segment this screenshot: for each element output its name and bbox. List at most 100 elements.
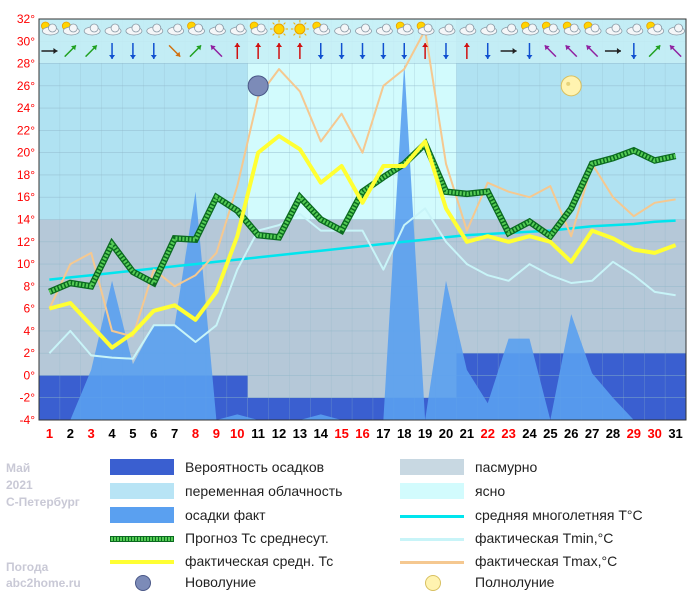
- x-tick-label: 21: [460, 426, 474, 441]
- sunny-icon: [270, 20, 289, 38]
- partly-cloudy-icon: [416, 21, 435, 36]
- legend-label-12: Полнолуние: [475, 574, 555, 590]
- y-tick-label: 8°: [24, 279, 36, 293]
- legend-label-3: переменная облачность: [185, 483, 343, 499]
- y-tick-label: -2°: [20, 391, 36, 405]
- y-tick-label: 24°: [17, 101, 35, 115]
- partly-cloudy-icon: [187, 21, 205, 36]
- x-tick-label: 9: [213, 426, 220, 441]
- partly-cloudy-icon: [61, 21, 80, 36]
- cloud-puff: [590, 23, 600, 33]
- wind-arrow-head: [422, 43, 429, 47]
- sun-icon: [294, 23, 306, 35]
- legend-swatch-7: [110, 536, 174, 542]
- cloud-puff: [465, 23, 475, 33]
- precip-fact-area: [49, 63, 676, 421]
- plot-frame: [38, 18, 687, 421]
- watermark-month: Май: [6, 461, 31, 475]
- wind-arrow-head: [401, 55, 408, 59]
- wind-arrow-head: [616, 48, 621, 54]
- wind-arrow-head: [526, 55, 533, 59]
- wind-arrow-head: [150, 55, 157, 59]
- legend-swatch-3: [110, 483, 174, 499]
- wind-arrow-head: [380, 55, 387, 59]
- x-tick-label: 31: [668, 426, 682, 441]
- overcast-icon: [459, 23, 477, 36]
- x-tick-label: 19: [418, 426, 432, 441]
- cloud-puff: [402, 23, 412, 33]
- x-tick-label: 17: [376, 426, 390, 441]
- overcast-icon: [375, 23, 393, 36]
- wind-arrow-head: [53, 48, 58, 54]
- partly-cloudy-icon: [41, 21, 59, 36]
- x-tick-label: 10: [230, 426, 244, 441]
- legend-label-9: фактическая средн. Тс: [185, 553, 334, 569]
- overcast-icon: [209, 23, 226, 36]
- x-tick-label: 24: [522, 426, 537, 441]
- cloud-puff: [194, 23, 203, 33]
- overcast-icon: [167, 23, 185, 36]
- cloud-puff: [48, 23, 57, 33]
- full-moon-crater: [566, 81, 571, 86]
- wind-arrow-head: [296, 43, 303, 47]
- sun-ray: [304, 22, 307, 25]
- partly-cloudy-icon: [646, 21, 665, 36]
- cloud-puff: [110, 23, 120, 33]
- partly-cloudy-icon: [562, 21, 581, 36]
- overcast-icon: [480, 23, 498, 36]
- legend-swatch-2: [400, 459, 464, 475]
- watermark-city: С-Петербург: [6, 495, 80, 509]
- wind-arrow-head: [317, 55, 324, 59]
- cloud-puff: [507, 23, 516, 33]
- x-tick-label: 16: [355, 426, 369, 441]
- x-tick-label: 30: [647, 426, 661, 441]
- wind-arrow-head: [210, 45, 216, 51]
- y-tick-label: 10°: [17, 257, 35, 271]
- legend-label-6: средняя многолетняя Т°С: [475, 507, 643, 523]
- x-tick-label: 8: [192, 426, 199, 441]
- sun-ray: [293, 33, 296, 36]
- full-moon-icon: [560, 75, 582, 97]
- cloud-puff: [611, 23, 621, 33]
- cloud-puff: [68, 23, 78, 33]
- full-moon-icon: [425, 575, 441, 591]
- x-tick-label: 23: [501, 426, 515, 441]
- wind-arrow-head: [338, 55, 345, 59]
- overcast-icon: [605, 23, 623, 36]
- y-tick-label: 0°: [24, 368, 36, 382]
- overcast-icon: [125, 23, 143, 36]
- overcast-icon: [334, 23, 352, 36]
- partly-cloudy-icon: [541, 21, 560, 36]
- cloud-puff: [548, 23, 558, 33]
- x-tick-label: 25: [543, 426, 557, 441]
- cloud-puff: [381, 23, 391, 33]
- wind-arrow-head: [565, 45, 571, 51]
- cloud-puff: [674, 23, 683, 33]
- overcast-icon: [229, 23, 247, 36]
- x-tick-label: 28: [606, 426, 620, 441]
- y-tick-label: 26°: [17, 79, 35, 93]
- weather-chart: 32°30°28°26°24°22°20°18°16°14°12°10°8°6°…: [17, 12, 687, 441]
- legend-label-8: фактическая Tmin,°C: [475, 530, 614, 546]
- y-tick-label: 30°: [17, 34, 35, 48]
- y-tick-label: 12°: [17, 235, 35, 249]
- legend-swatch-6: [400, 515, 464, 518]
- x-tick-label: 2: [67, 426, 74, 441]
- cloud-puff: [444, 23, 454, 33]
- new-moon-icon: [135, 575, 151, 591]
- partly-cloudy-icon: [395, 21, 414, 36]
- y-tick-label: -4°: [20, 413, 36, 427]
- cloud-puff: [361, 23, 370, 33]
- wind-arrow-head: [175, 51, 181, 57]
- legend-label-1: Вероятность осадков: [185, 459, 325, 475]
- overcast-icon: [146, 23, 164, 36]
- overcast-icon: [83, 23, 101, 36]
- wind-arrow-head: [129, 55, 136, 59]
- wind-arrow-head: [91, 45, 97, 51]
- overcast-icon: [668, 23, 685, 36]
- legend-swatch-5: [110, 507, 174, 523]
- legend-swatch-8: [400, 538, 464, 541]
- wind-arrow-head: [512, 48, 517, 54]
- legend-label-2: пасмурно: [475, 459, 538, 475]
- overcast-icon: [501, 23, 518, 36]
